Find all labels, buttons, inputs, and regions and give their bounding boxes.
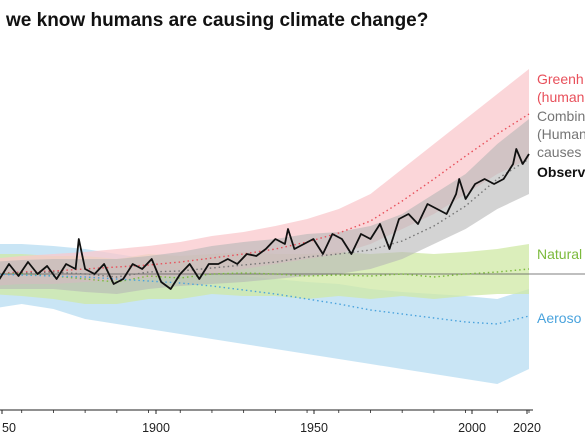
combined-band — [0, 119, 529, 294]
combined-line — [0, 158, 530, 278]
natural-line — [0, 268, 530, 283]
greenhouse-line — [0, 113, 530, 275]
x-tick-label: 1900 — [142, 421, 170, 435]
uncertainty-bands — [0, 69, 529, 384]
x-tick-label: 50 — [2, 421, 16, 435]
greenhouse-label: (human — [537, 89, 584, 105]
chart-title: we know humans are causing climate chang… — [5, 10, 428, 31]
series-lines — [0, 113, 530, 325]
combined-label: Combin — [537, 108, 585, 124]
aerosols-line — [0, 273, 530, 325]
aerosols-label: Aeroso — [537, 310, 582, 326]
series-labels: Greenh (human Combin (Human causes Observ Nat… — [537, 71, 585, 326]
observed-line — [0, 148, 530, 290]
natural-label: Natural — [537, 246, 582, 262]
x-axis: 50 1900 1950 2000 2020 — [0, 409, 541, 435]
combined-label: (Human — [537, 126, 585, 142]
combined-label: causes — [537, 144, 581, 160]
x-tick-label: 2000 — [458, 421, 486, 435]
x-tick-label: 2020 — [513, 421, 541, 435]
observed-label: Observ — [537, 164, 585, 180]
x-tick-label: 1950 — [300, 421, 328, 435]
greenhouse-label: Greenh — [537, 71, 584, 87]
